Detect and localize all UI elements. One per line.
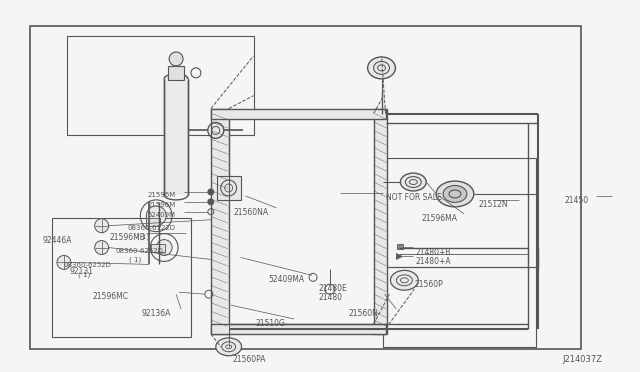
Bar [211, 109, 385, 119]
Text: ( 1): ( 1) [78, 271, 90, 278]
Bar [52, 218, 191, 337]
Bar [374, 109, 387, 334]
Bar [151, 244, 165, 251]
Bar [168, 66, 184, 80]
Text: ( 1): ( 1) [129, 256, 141, 263]
Text: 21560P: 21560P [414, 280, 443, 289]
Text: ( 1): ( 1) [138, 234, 150, 240]
Ellipse shape [436, 181, 474, 207]
Circle shape [147, 206, 166, 226]
Circle shape [156, 240, 172, 256]
Text: 21596MA: 21596MA [421, 214, 457, 223]
Text: 21510G: 21510G [255, 319, 285, 328]
Bar [164, 79, 188, 195]
Bar [67, 36, 253, 135]
Text: 21480+B: 21480+B [415, 247, 451, 257]
Circle shape [208, 189, 214, 195]
Text: 21560PA: 21560PA [233, 355, 266, 364]
Circle shape [95, 219, 109, 232]
Text: 08360-6122D: 08360-6122D [127, 225, 175, 231]
Text: 21596M: 21596M [147, 202, 175, 208]
Bar [211, 109, 228, 334]
Ellipse shape [367, 57, 396, 79]
Text: 21560NA: 21560NA [234, 208, 269, 217]
Text: 08360-6252D: 08360-6252D [116, 247, 163, 254]
Circle shape [169, 52, 183, 66]
Text: J214037Z: J214037Z [562, 355, 602, 364]
Bar [397, 244, 403, 248]
Text: 08360-6252D: 08360-6252D [64, 262, 112, 269]
Ellipse shape [401, 173, 426, 191]
Text: 92131: 92131 [70, 267, 94, 276]
Text: 21596MB: 21596MB [109, 232, 145, 242]
Circle shape [208, 199, 214, 205]
Text: 21480E: 21480E [318, 284, 347, 293]
Polygon shape [396, 253, 403, 259]
Text: 21450: 21450 [564, 196, 588, 205]
Bar [383, 267, 536, 347]
Text: 21480+A: 21480+A [415, 257, 451, 266]
Circle shape [95, 241, 109, 254]
Text: 21480: 21480 [318, 293, 342, 302]
Text: 52409MA: 52409MA [268, 275, 305, 284]
Ellipse shape [443, 186, 467, 202]
Bar [383, 158, 536, 267]
Ellipse shape [390, 270, 419, 290]
Text: 21596MC: 21596MC [93, 292, 129, 301]
Bar [211, 324, 385, 334]
Circle shape [57, 256, 71, 269]
Text: 92136A: 92136A [141, 309, 171, 318]
Text: 92446A: 92446A [42, 235, 72, 245]
Text: 21560N: 21560N [349, 309, 379, 318]
Ellipse shape [164, 74, 188, 84]
Bar [147, 218, 160, 226]
Bar [217, 176, 241, 200]
Text: 52409M: 52409M [147, 212, 175, 218]
Bar [30, 26, 581, 349]
Text: NOT FOR SALE: NOT FOR SALE [387, 193, 442, 202]
Text: 21512N: 21512N [479, 200, 508, 209]
Ellipse shape [216, 338, 241, 356]
Text: 21596M: 21596M [147, 192, 175, 198]
